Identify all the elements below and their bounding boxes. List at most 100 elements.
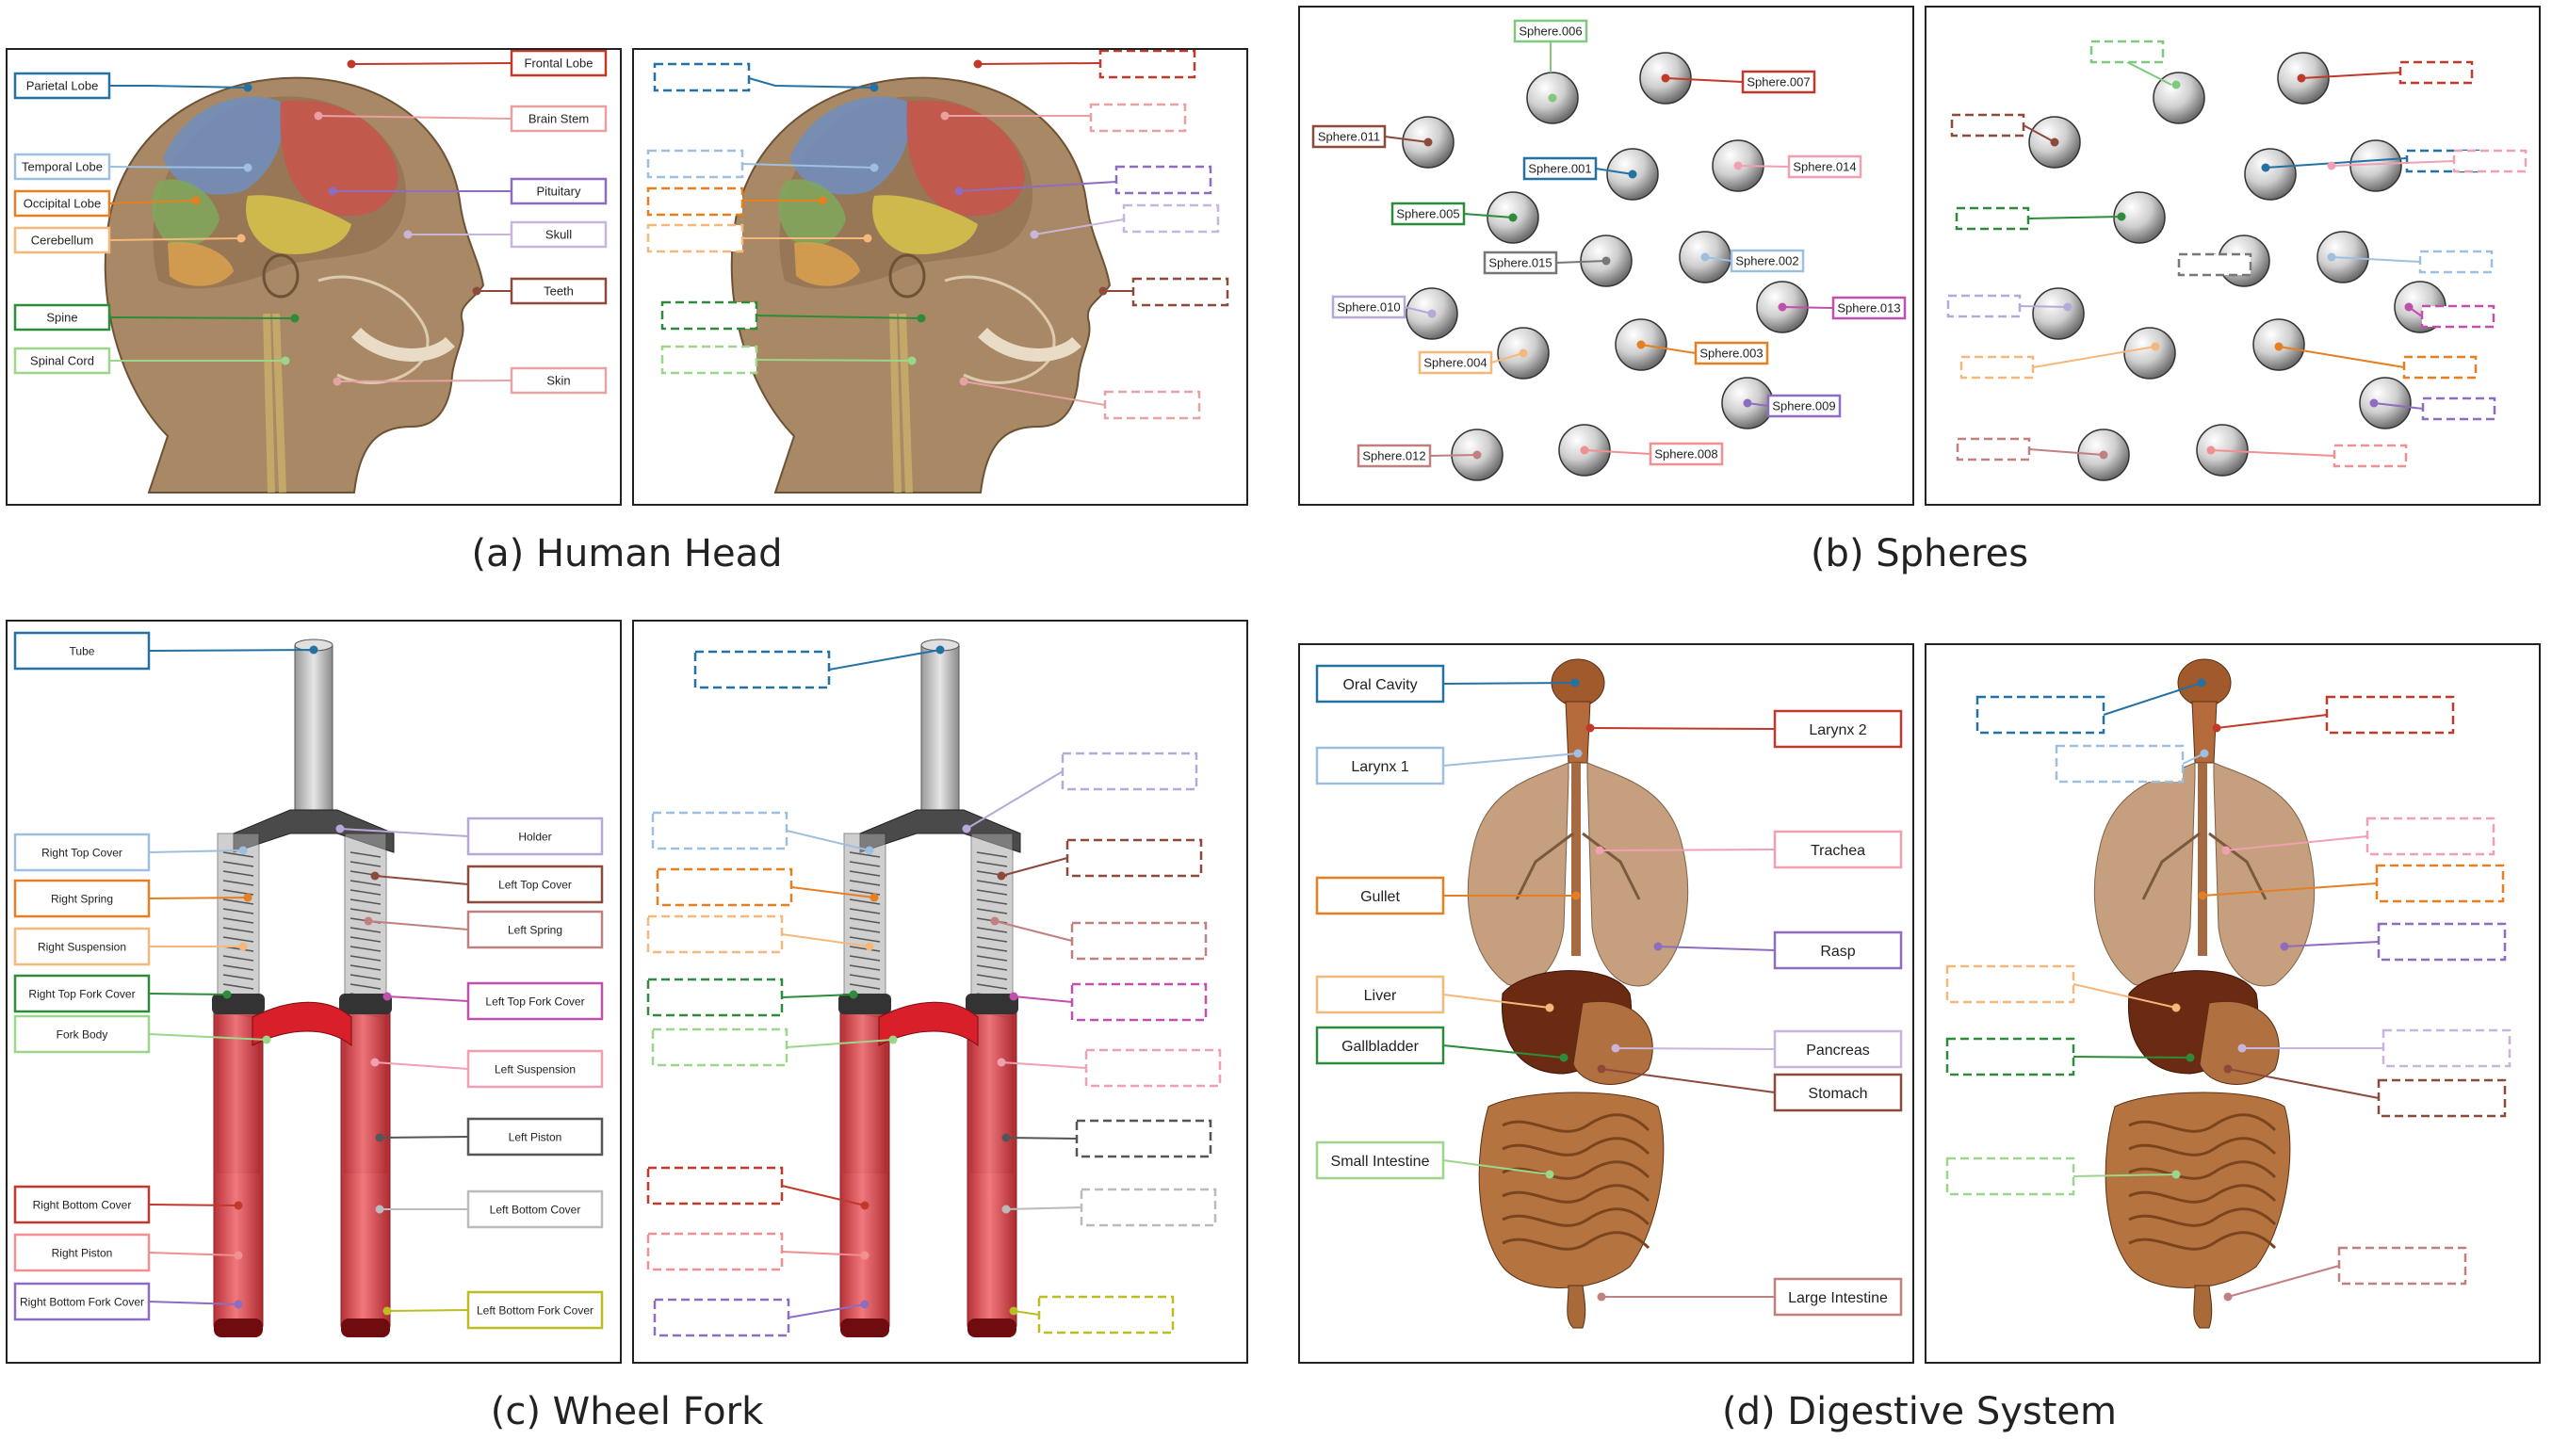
fork-placeholder-view (646, 639, 1222, 1337)
label-leader-temporal-lobe (108, 166, 249, 169)
left-seal (966, 994, 1018, 1014)
right-spring-coil (222, 870, 254, 877)
right-spring-coil (222, 955, 254, 962)
label-spine: Spine (46, 311, 77, 325)
left-spring-coil (976, 974, 1008, 980)
left-spring-coil (976, 946, 1008, 952)
placeholder-dot-right-top-cover (865, 846, 874, 855)
placeholder-box-frontal-lobe (1098, 50, 1196, 79)
label-tube: Tube (70, 644, 95, 657)
placeholder-dot-sphere-001 (2261, 163, 2270, 172)
label-left-spring: Left Spring (508, 923, 562, 936)
label-skull: Skull (545, 228, 572, 242)
left-spring-coil (976, 861, 1008, 867)
temporal-lobe-region (246, 195, 351, 254)
frontal-lobe-region (280, 100, 398, 217)
temporal-lobe-region (872, 195, 978, 254)
placeholder-dot-spinal-cord (907, 356, 917, 365)
label-dot-sphere-012 (1472, 450, 1482, 460)
ear (888, 253, 926, 299)
label-left-suspension: Left Suspension (495, 1062, 576, 1076)
placeholder-dot-right-top-fork-cover (849, 990, 858, 999)
label-box-stomach (1773, 1073, 1903, 1112)
label-leader-sphere-012 (1429, 454, 1478, 457)
placeholder-box-liver (1945, 964, 2075, 1004)
placeholder-box-rasp (2377, 922, 2507, 962)
left-spring-coil (976, 851, 1008, 858)
panel-b-labeled: Sphere.006 Sphere.007 Sphere.011 Sphere.001… (1298, 6, 1914, 506)
placeholder-dot-spine (917, 314, 926, 323)
label-box-left-top-fork-cover (466, 981, 604, 1021)
placeholder-dot-tube (935, 645, 945, 655)
placeholder-dot-larynx-1 (2200, 749, 2209, 758)
placeholder-box-holder (1061, 752, 1198, 791)
label-leader-sphere-001 (1595, 168, 1634, 175)
placeholder-box-cerebellum (646, 223, 744, 253)
label-box-left-bottom-fork-cover (466, 1290, 604, 1330)
placeholder-box-gallbladder (1945, 1037, 2075, 1076)
label-leader-pancreas (1615, 1047, 1776, 1050)
label-dot-sphere-010 (1427, 309, 1437, 318)
label-dot-trachea (1595, 846, 1604, 855)
placeholder-dot-left-top-fork-cover (1009, 992, 1018, 1001)
bronchi (2141, 832, 2268, 900)
intestine-fold (1502, 1137, 1650, 1157)
label-dot-parietal-lobe (243, 83, 252, 92)
head-illustration (730, 76, 1112, 493)
placeholder-leader-left-suspension (1000, 1061, 1087, 1069)
label-box-right-spring (13, 879, 151, 918)
label-box-small-intestine (1315, 1141, 1445, 1180)
placeholder-dot-left-top-cover (997, 871, 1006, 881)
digestive-labeled-view: Oral Cavity Larynx 2 Larynx 1 Trachea Gullet… (1315, 658, 1903, 1329)
sphere-9 (2032, 287, 2085, 340)
placeholder-dot-right-suspension (865, 942, 874, 951)
label-leader-sphere-014 (1737, 165, 1790, 168)
placeholder-box-left-suspension (1084, 1048, 1222, 1088)
label-small-intestine: Small Intestine (1331, 1154, 1430, 1170)
label-box-temporal-lobe (13, 153, 111, 181)
label-left-bottom-fork-cover: Left Bottom Fork Cover (477, 1303, 593, 1317)
placeholder-dot-skin (959, 377, 968, 386)
placeholder-box-spinal-cord (660, 345, 758, 375)
intestine-fold (1502, 1160, 1650, 1180)
placeholder-leader-parietal-lobe (748, 77, 875, 89)
label-box-occipital-lobe (13, 189, 111, 218)
sphere-1 (2153, 72, 2205, 124)
placeholder-leader-frontal-lobe (977, 62, 1101, 65)
placeholder-leader-liver (2072, 983, 2177, 1009)
placeholder-leader-left-bottom-cover (1005, 1206, 1082, 1210)
label-dot-holder (335, 824, 345, 833)
placeholder-leader-skin (963, 380, 1106, 406)
placeholder-dot-large-intestine (2223, 1292, 2233, 1302)
label-sphere-014: Sphere.014 (1793, 160, 1856, 174)
placeholder-box-larynx-2 (2325, 695, 2455, 735)
placeholder-dot-right-spring (870, 893, 879, 902)
label-left-bottom-cover: Left Bottom Cover (490, 1203, 581, 1216)
label-box-oral-cavity (1315, 664, 1445, 704)
label-dot-sphere-011 (1423, 138, 1433, 147)
panel-a-placeholder (632, 48, 1248, 506)
right-spring-coil (222, 974, 254, 980)
label-larynx-2: Larynx 2 (1809, 722, 1866, 738)
placeholder-dot-skull (1030, 230, 1039, 239)
left-lung (2213, 762, 2316, 987)
placeholder-leader-sphere-011 (2023, 124, 2056, 143)
left-spring-coil (976, 889, 1008, 896)
placeholder-box-sphere-008 (2333, 444, 2408, 468)
label-leader-cerebellum (108, 237, 242, 241)
label-box-sphere-009 (1766, 394, 1842, 418)
label-leader-left-top-cover (374, 875, 469, 885)
placeholder-leader-sphere-005 (2027, 216, 2122, 219)
placeholder-dot-sphere-003 (2274, 342, 2284, 351)
label-dot-skull (403, 230, 413, 239)
label-box-holder (466, 817, 604, 856)
label-leader-frontal-lobe (350, 62, 512, 65)
label-box-right-piston (13, 1233, 151, 1272)
label-leader-holder (339, 828, 469, 837)
placeholder-dot-left-suspension (997, 1058, 1006, 1067)
intestine-fold (2128, 1113, 2277, 1133)
sphere-4 (2244, 148, 2297, 201)
stomach-shape (2199, 1001, 2280, 1085)
frontal-lobe-region (906, 100, 1025, 217)
label-sphere-002: Sphere.002 (1735, 254, 1798, 268)
